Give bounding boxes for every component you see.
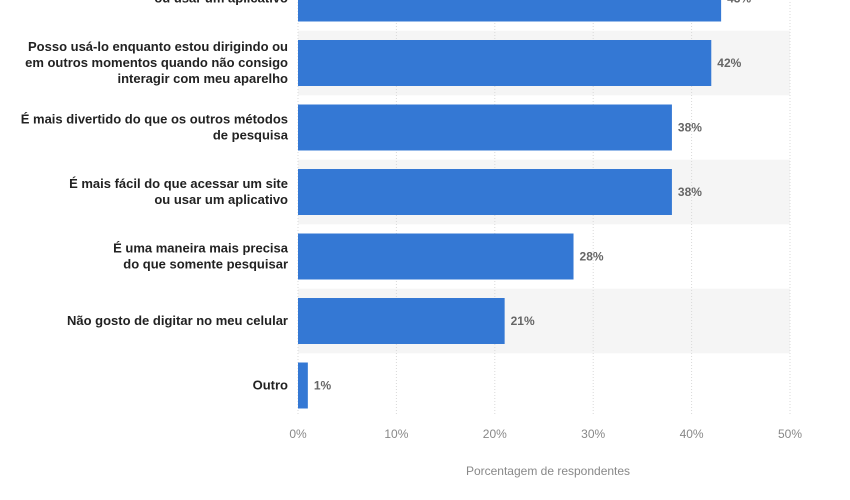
category-label: Posso usá-lo enquanto estou dirigindo ou… [25, 39, 288, 86]
gridlines [297, 0, 791, 415]
category-label: ou usar um aplicativo [154, 0, 288, 6]
value-label: 28% [580, 250, 604, 264]
x-tick-label: 50% [778, 427, 802, 441]
bar [298, 233, 574, 280]
x-tick-label: 0% [289, 427, 307, 441]
value-label: 38% [678, 185, 702, 199]
value-label: 21% [511, 314, 535, 328]
bar [298, 298, 505, 344]
bar [298, 169, 672, 215]
category-labels: ou usar um aplicativo Posso usá-lo enquan… [21, 0, 289, 393]
bar [298, 104, 672, 151]
bar [298, 362, 308, 409]
value-label: 1% [314, 379, 332, 393]
category-label: É uma maneira mais precisa do que somente… [113, 241, 289, 272]
category-label: É mais divertido do que os outros método… [21, 112, 289, 143]
value-label: 38% [678, 121, 702, 135]
value-label: 42% [717, 56, 741, 70]
x-tick-label: 10% [384, 427, 408, 441]
value-labels: 43% 42% 38% 38% 28% 21% 1% [314, 0, 752, 393]
x-tick-labels: 0% 10% 20% 30% 40% 50% [289, 427, 802, 441]
value-label: 43% [727, 0, 751, 6]
category-label: É mais fácil do que acessar um site ou us… [69, 176, 288, 207]
x-tick-label: 20% [483, 427, 507, 441]
bars [298, 0, 722, 409]
category-label: Outro [253, 378, 288, 393]
x-axis-title: Porcentagem de respondentes [466, 464, 630, 478]
bar [298, 40, 712, 86]
x-tick-label: 30% [581, 427, 605, 441]
bar [298, 0, 722, 22]
x-tick-label: 40% [680, 427, 704, 441]
category-label: Não gosto de digitar no meu celular [67, 313, 288, 328]
